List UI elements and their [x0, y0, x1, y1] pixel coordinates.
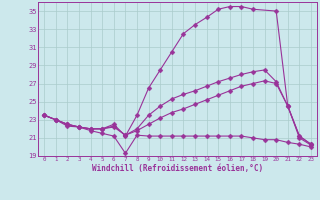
X-axis label: Windchill (Refroidissement éolien,°C): Windchill (Refroidissement éolien,°C)	[92, 164, 263, 173]
